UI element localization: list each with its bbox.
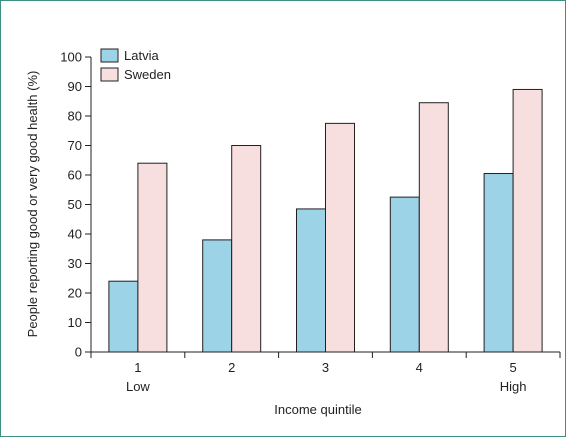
x-tick-label-1: 1 [134,360,141,375]
bar-sweden-3 [325,122,355,353]
legend-swatch-sweden [100,67,119,82]
y-tick-label-70: 70 [68,138,82,153]
bar-latvia-4 [389,196,420,353]
x-tick-label-5: 5 [509,360,516,375]
bar-latvia-3 [296,208,326,353]
y-tick-label-10: 10 [68,315,82,330]
legend-label-sweden: Sweden [124,67,171,82]
legend-swatch-latvia [100,48,119,63]
y-tick-label-100: 100 [60,50,82,65]
y-tick-label-80: 80 [68,109,82,124]
y-axis-label: People reporting good or very good healt… [25,71,40,338]
y-tick-label-0: 0 [75,345,82,360]
y-tick-label-30: 30 [68,256,82,271]
plot-area: 0 10 20 30 40 50 60 70 80 90 100 1 Low 2 3 4 5 High Latvia… [60,48,561,394]
x-tick-label-4: 4 [416,360,423,375]
bar-latvia-1 [108,280,139,353]
bar-sweden-5 [512,88,543,353]
y-tick-label-60: 60 [68,168,82,183]
x-sublabel-high: High [500,379,527,394]
bar-sweden-1 [137,162,168,353]
bar-sweden-2 [231,145,262,353]
legend-label-latvia: Latvia [124,48,159,63]
y-tick-label-40: 40 [68,227,82,242]
x-sublabel-low: Low [126,379,150,394]
y-tick-label-20: 20 [68,286,82,301]
bar-latvia-2 [202,239,233,353]
bar-latvia-5 [483,173,514,353]
bar-sweden-4 [418,102,449,353]
x-tick-label-2: 2 [228,360,235,375]
x-axis-label: Income quintile [274,402,361,417]
x-tick-label-3: 3 [322,360,329,375]
y-tick-label-50: 50 [68,197,82,212]
y-tick-label-90: 90 [68,79,82,94]
